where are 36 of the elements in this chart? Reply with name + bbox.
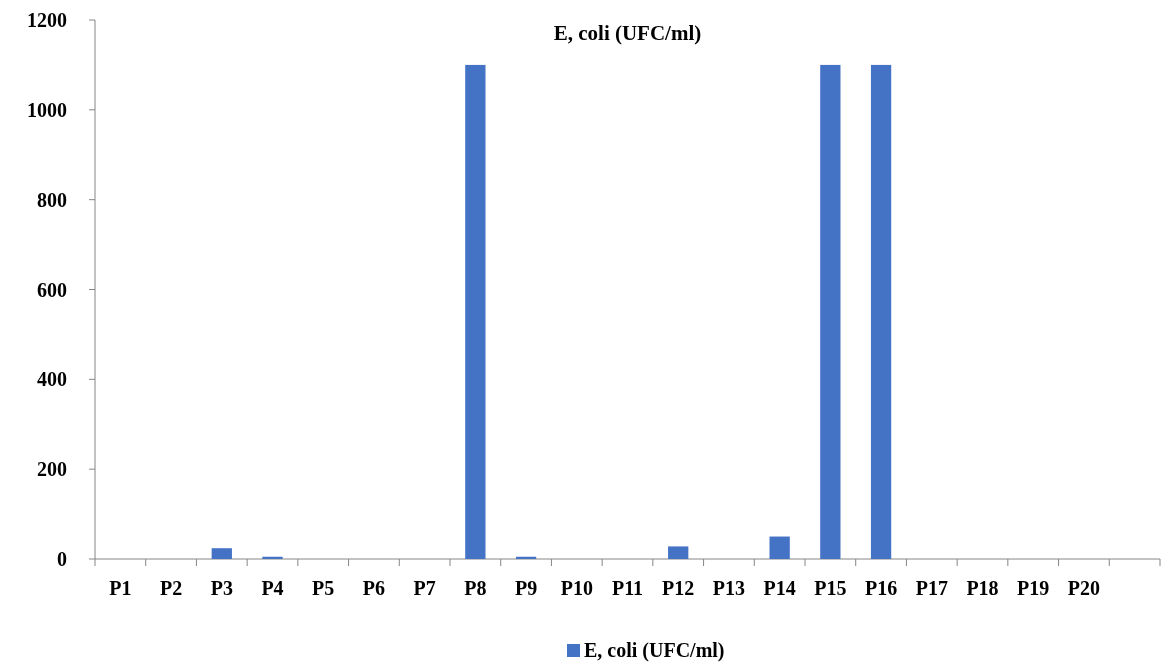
x-tick-label: P18 [966,577,999,599]
y-tick-label: 600 [37,278,67,301]
x-tick-label: P14 [763,577,796,599]
x-tick-label: P20 [1067,577,1101,599]
bar [820,64,841,559]
x-tick-label: P4 [261,577,284,599]
x-tick-label: P11 [611,577,644,599]
x-tick-label: P19 [1017,577,1050,599]
bar [769,536,790,559]
x-tick-label: P8 [464,577,487,599]
legend-label: E, coli (UFC/ml) [584,639,725,662]
bar [465,64,486,559]
bar [668,546,689,559]
x-tick-label: P12 [662,577,695,599]
x-tick-label: P7 [413,577,436,599]
x-tick-label: P17 [915,577,948,599]
chart-title: E, coli (UFC/ml) [553,21,702,45]
x-tick-label: P16 [864,577,898,599]
bar [211,548,232,559]
x-tick-label: P5 [312,577,335,599]
y-tick-label: 200 [37,458,67,481]
x-tick-label: P13 [712,577,746,599]
bar [870,64,892,559]
x-tick-label: P3 [210,577,233,599]
x-tick-label: P2 [159,577,183,599]
y-tick-label: 1000 [27,98,67,121]
x-tick-label: P1 [109,577,132,599]
x-tick-label: P6 [362,577,386,599]
y-tick-label: 400 [37,368,67,391]
x-tick-label: P15 [814,577,847,599]
y-tick-label: 0 [57,548,67,570]
bar [262,556,283,559]
y-tick-label: 1200 [27,9,67,31]
x-tick-label: P10 [560,577,593,599]
x-tick-label: P9 [514,577,538,599]
y-tick-label: 800 [37,188,67,211]
